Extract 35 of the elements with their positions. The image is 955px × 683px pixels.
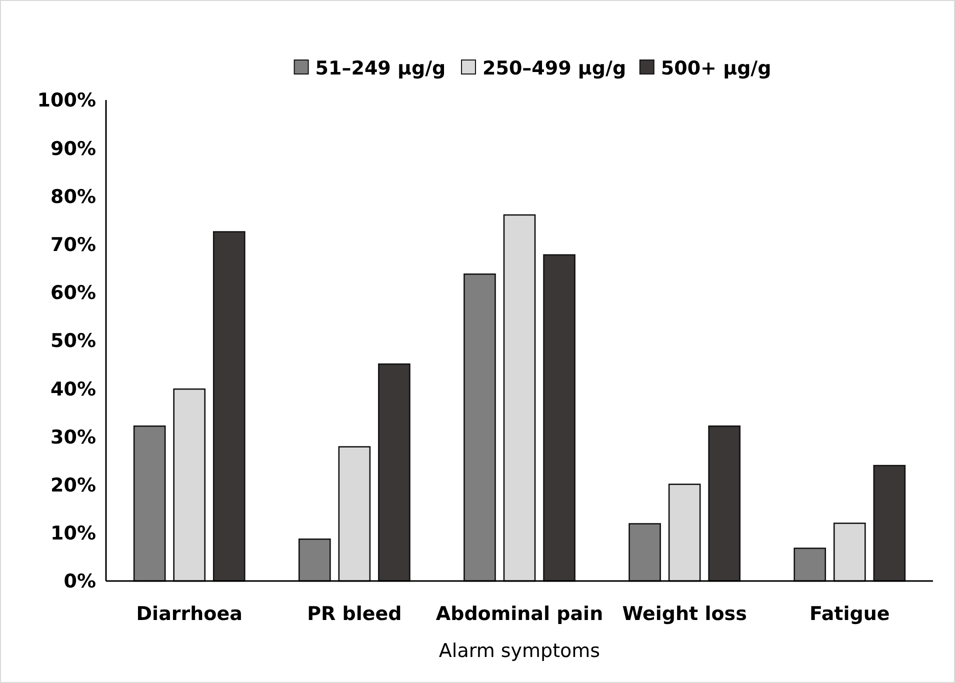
bar xyxy=(503,214,536,582)
bar xyxy=(338,446,371,582)
y-tick-label: 50% xyxy=(50,330,96,352)
bar xyxy=(133,425,166,582)
bar xyxy=(173,388,206,582)
legend-label: 250–499 µg/g xyxy=(482,58,626,80)
bar xyxy=(464,273,496,582)
bar xyxy=(873,464,906,582)
x-axis-title: Alarm symptoms xyxy=(438,640,600,662)
bar xyxy=(212,231,246,582)
legend-label: 500+ µg/g xyxy=(660,58,772,80)
y-tick-label: 30% xyxy=(50,426,96,448)
y-tick-label: 10% xyxy=(50,522,96,545)
bar xyxy=(833,522,866,582)
x-tick-label: Diarrhoea xyxy=(136,603,242,625)
bar xyxy=(708,425,741,582)
bar xyxy=(628,523,661,582)
x-tick-label: Weight loss xyxy=(622,603,747,625)
bar xyxy=(378,363,410,582)
y-tick-label: 20% xyxy=(50,474,96,496)
bar xyxy=(298,538,331,582)
bar xyxy=(794,548,826,582)
y-tick-label: 80% xyxy=(50,186,96,208)
bar xyxy=(543,254,576,582)
y-tick-label: 0% xyxy=(64,570,96,593)
bar xyxy=(668,484,701,582)
x-tick-label: Abdominal pain xyxy=(436,603,604,625)
y-tick-label: 70% xyxy=(50,234,96,256)
y-tick-label: 90% xyxy=(50,138,96,160)
y-tick-label: 100% xyxy=(37,90,96,112)
y-tick-label: 60% xyxy=(50,282,96,304)
x-tick-label: Fatigue xyxy=(809,603,890,625)
y-tick-label: 40% xyxy=(50,378,96,400)
legend-label: 51–249 µg/g xyxy=(315,58,446,80)
x-tick-label: PR bleed xyxy=(307,603,402,625)
